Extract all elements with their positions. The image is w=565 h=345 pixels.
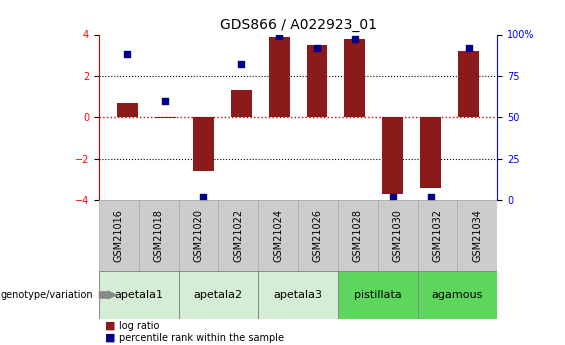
Text: GSM21022: GSM21022 <box>233 209 244 262</box>
Text: GSM21028: GSM21028 <box>353 209 363 262</box>
Text: GSM21024: GSM21024 <box>273 209 283 262</box>
Text: ■: ■ <box>105 321 115 331</box>
Bar <box>258 200 298 271</box>
Bar <box>179 200 219 271</box>
Bar <box>383 117 403 194</box>
Text: percentile rank within the sample: percentile rank within the sample <box>119 333 284 343</box>
Text: ■: ■ <box>105 333 115 343</box>
Bar <box>268 37 289 117</box>
Text: log ratio: log ratio <box>119 321 159 331</box>
Point <box>199 194 208 199</box>
Text: GSM21026: GSM21026 <box>313 209 323 262</box>
Bar <box>179 271 258 319</box>
Bar <box>117 103 138 117</box>
Text: apetala1: apetala1 <box>114 290 163 300</box>
Bar <box>139 200 179 271</box>
Bar <box>155 117 176 118</box>
Bar <box>418 271 497 319</box>
Point <box>123 52 132 57</box>
Bar <box>458 200 497 271</box>
Point <box>161 98 170 104</box>
Point <box>275 33 284 39</box>
Bar <box>307 45 328 117</box>
Bar <box>193 117 214 171</box>
Bar <box>219 200 258 271</box>
Text: genotype/variation: genotype/variation <box>1 290 93 300</box>
Bar <box>338 200 378 271</box>
Bar <box>338 271 418 319</box>
Bar <box>418 200 458 271</box>
Point <box>426 194 435 199</box>
Bar <box>458 51 479 117</box>
Bar <box>298 200 338 271</box>
Text: apetala2: apetala2 <box>194 290 243 300</box>
Bar <box>231 90 251 117</box>
Text: GSM21018: GSM21018 <box>154 209 164 262</box>
Point <box>464 45 473 50</box>
Point <box>388 194 397 199</box>
Text: GSM21016: GSM21016 <box>114 209 124 262</box>
Text: GSM21034: GSM21034 <box>472 209 483 262</box>
Bar <box>420 117 441 188</box>
Bar <box>99 271 179 319</box>
Point <box>312 45 321 50</box>
Text: pistillata: pistillata <box>354 290 402 300</box>
Title: GDS866 / A022923_01: GDS866 / A022923_01 <box>220 18 376 32</box>
Point <box>350 37 359 42</box>
Text: agamous: agamous <box>432 290 483 300</box>
Bar <box>345 39 366 117</box>
Bar <box>378 200 418 271</box>
Text: GSM21030: GSM21030 <box>393 209 403 262</box>
Point <box>237 61 246 67</box>
Text: apetala3: apetala3 <box>273 290 323 300</box>
Text: GSM21032: GSM21032 <box>432 209 442 262</box>
Bar <box>258 271 338 319</box>
Text: GSM21020: GSM21020 <box>193 209 203 262</box>
Bar <box>99 200 139 271</box>
